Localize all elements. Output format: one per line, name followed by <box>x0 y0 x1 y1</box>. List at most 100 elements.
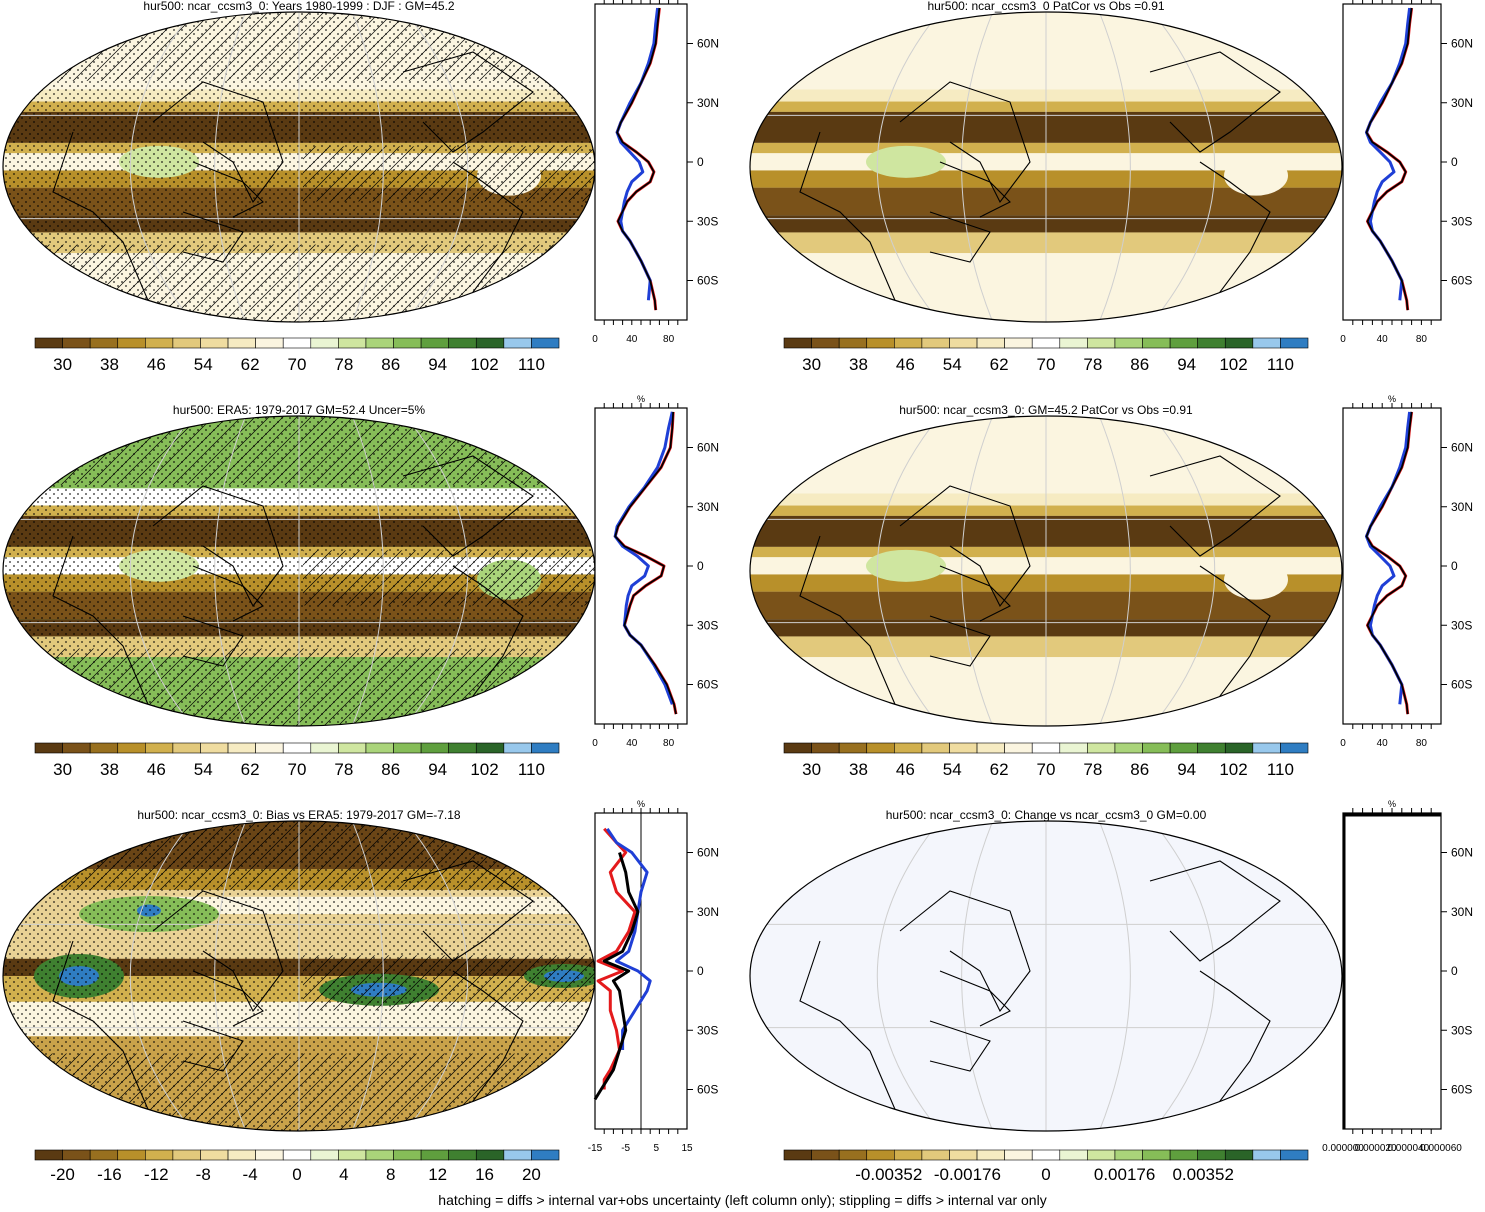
colorbar-box <box>1280 1149 1309 1161</box>
colorbar-box <box>921 742 950 754</box>
colorbar-box <box>117 337 146 349</box>
colorbar-label: 46 <box>896 760 915 779</box>
colorbar-label: 38 <box>100 760 119 779</box>
profile-frame <box>594 407 688 725</box>
profile-x-label: 40 <box>1377 738 1389 749</box>
meridian-line <box>876 416 940 726</box>
colorbar-label: 54 <box>943 355 962 374</box>
profile-x-label: 0 <box>1340 334 1346 345</box>
map-outline <box>749 11 1343 323</box>
map-field <box>750 12 1342 322</box>
profile-x-label: 40 <box>626 738 638 749</box>
colorbar-box <box>420 742 449 754</box>
colorbar-box <box>34 742 63 754</box>
colorbar-p4: 30 38 46 54 62 70 78 86 94 102 110 <box>783 742 1309 779</box>
colorbar-label: 54 <box>194 355 213 374</box>
meridian-line <box>961 12 994 322</box>
footnote: hatching = diffs > internal var+obs unce… <box>438 1192 1047 1208</box>
colorbar-label: -8 <box>196 1165 211 1184</box>
coastline-segment <box>52 940 154 1122</box>
colorbar-label: 94 <box>428 355 447 374</box>
colorbar-box <box>1087 742 1116 754</box>
coastline-segment <box>152 485 284 608</box>
colorbar-label: 12 <box>428 1165 447 1184</box>
colorbar-box <box>1197 337 1226 349</box>
coastline-segment <box>52 535 154 717</box>
moist-maritime-continent <box>866 549 946 582</box>
coastline-segment <box>939 161 1011 218</box>
profile-x-label: -5 <box>621 1143 630 1154</box>
profile-x-label: 80 <box>1416 334 1428 345</box>
colorbar-box <box>976 337 1005 349</box>
latitude-label: 60S <box>697 678 718 692</box>
colorbar-label: 54 <box>943 760 962 779</box>
coastline-segment <box>182 211 244 263</box>
colorbar-box <box>255 1149 284 1161</box>
coastline-segment <box>929 1020 991 1072</box>
meridian-line <box>1152 12 1216 322</box>
meridian-line <box>129 416 193 726</box>
colorbar-label: 62 <box>990 355 1009 374</box>
colorbar-p6: -0.00352 -0.00176 0 0.00176 0.00352 <box>783 1149 1309 1184</box>
colorbar-box <box>783 337 812 349</box>
meridian-line <box>129 12 193 322</box>
colorbar-box <box>117 742 146 754</box>
latitude-label: 30S <box>697 618 718 632</box>
colorbar-box <box>1114 742 1143 754</box>
latitude-label: 60S <box>697 1083 718 1097</box>
colorbar-box <box>365 1149 394 1161</box>
colorbar-box <box>227 337 256 349</box>
colorbar-box <box>282 742 312 754</box>
colorbar-box <box>338 742 367 754</box>
profile-unit-label: % <box>637 394 645 404</box>
colorbar-label: 0 <box>292 1165 301 1184</box>
panel-title: hur500: ncar_ccsm3_0: Years 1980-1999 : … <box>143 0 455 13</box>
hatching-tropics <box>303 146 595 202</box>
colorbar-label: 78 <box>1083 760 1102 779</box>
colorbar-box <box>1087 1149 1116 1161</box>
profile-frame <box>594 3 688 321</box>
latitude-label: 30N <box>697 96 719 110</box>
coastline-segment <box>192 565 264 622</box>
latitude-label: 30S <box>1451 618 1472 632</box>
colorbar-box <box>338 1149 367 1161</box>
colorbar-box <box>783 742 812 754</box>
coastline-segment <box>799 131 901 313</box>
colorbar-label: 8 <box>386 1165 395 1184</box>
colorbar-label: 30 <box>53 355 72 374</box>
latitude-label: 60N <box>697 441 719 455</box>
colorbar-label: -20 <box>50 1165 75 1184</box>
panel-title: hur500: ncar_ccsm3_0 PatCor vs Obs =0.91 <box>927 0 1164 13</box>
meridian-line <box>405 12 469 322</box>
colorbar-label: 62 <box>241 760 260 779</box>
coastline-segment <box>1149 51 1281 153</box>
map-panel-p6: hur500: ncar_ccsm3_0: Change vs ncar_ccs… <box>749 808 1343 1132</box>
zonal-profile-p3: % 60N 30N 0 30S 60S 0 40 80 <box>592 394 719 749</box>
colorbar-label: 86 <box>381 760 400 779</box>
colorbar-box <box>475 1149 505 1161</box>
colorbar-label: 0.00352 <box>1172 1165 1233 1184</box>
colorbar-box <box>1197 1149 1226 1161</box>
colorbar-label: 94 <box>1177 760 1196 779</box>
colorbar-box <box>282 1149 312 1161</box>
map-panel-p3: hur500: ERA5: 1979-2017 GM=52.4 Uncer=5% <box>2 403 596 727</box>
latitude-label: 60S <box>1451 1083 1472 1097</box>
latitude-label: 30N <box>1451 96 1473 110</box>
colorbar-label: -16 <box>97 1165 122 1184</box>
meridian-line <box>1098 416 1131 726</box>
colorbar-box <box>34 1149 63 1161</box>
colorbar-box <box>949 337 978 349</box>
meridian-line <box>1098 821 1131 1131</box>
colorbar-box <box>255 742 284 754</box>
latitude-label: 60S <box>697 274 718 288</box>
colorbar-label: -4 <box>243 1165 258 1184</box>
colorbar-box <box>475 742 505 754</box>
colorbar-label: 62 <box>990 760 1009 779</box>
colorbar-label: 4 <box>339 1165 348 1184</box>
colorbar-box <box>838 742 868 754</box>
coastline-segment <box>899 81 1031 204</box>
profile-unit-label: % <box>637 799 645 809</box>
colorbar-label: 110 <box>518 355 545 374</box>
